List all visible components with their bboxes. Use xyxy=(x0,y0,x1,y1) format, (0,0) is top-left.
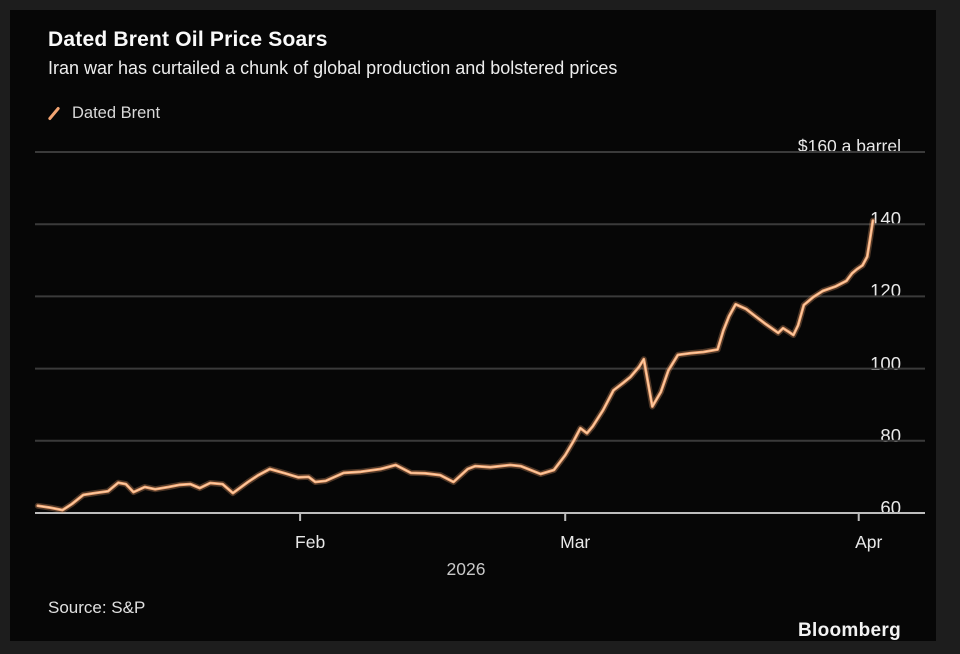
x-tick-label-Mar: Mar xyxy=(560,532,591,552)
series-line xyxy=(36,219,875,512)
series-line-highlight xyxy=(37,220,874,511)
legend: Dated Brent xyxy=(46,103,160,123)
source-attribution: Source: S&P xyxy=(48,598,146,617)
x-axis-year-label: 2026 xyxy=(446,559,486,579)
series-line-glow xyxy=(34,217,876,514)
bloomberg-logo: Bloomberg xyxy=(798,620,901,641)
x-tick-label-Apr: Apr xyxy=(855,532,883,552)
chart-subtitle: Iran war has curtailed a chunk of global… xyxy=(48,58,618,78)
legend-series-label: Dated Brent xyxy=(72,103,161,122)
chart-card: Dated Brent Oil Price Soars Iran war has… xyxy=(10,10,936,641)
chart-title: Dated Brent Oil Price Soars xyxy=(48,28,328,51)
x-tick-label-Feb: Feb xyxy=(295,532,326,552)
